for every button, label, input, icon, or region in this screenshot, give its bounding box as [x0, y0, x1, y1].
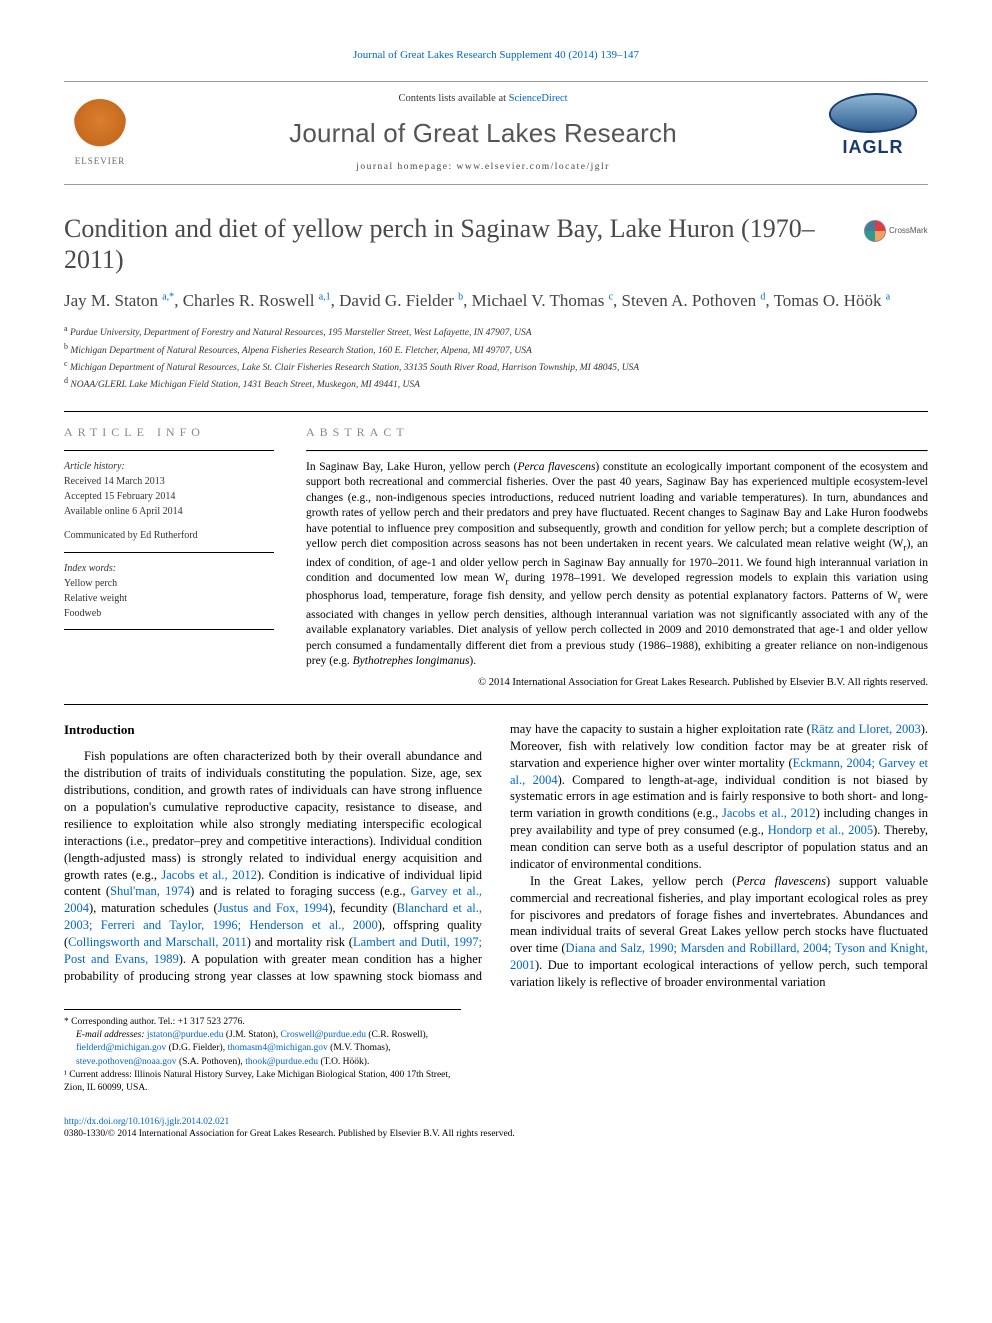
contents-prefix: Contents lists available at [398, 93, 508, 104]
elsevier-logo[interactable]: ELSEVIER [64, 93, 136, 173]
index-words-label: Index words: [64, 561, 274, 576]
abstract-label: abstract [306, 424, 928, 440]
sciencedirect-link[interactable]: ScienceDirect [509, 93, 568, 104]
divider-bottom [64, 704, 928, 705]
body-two-column: Introduction Fish populations are often … [64, 721, 928, 991]
introduction-heading: Introduction [64, 721, 482, 739]
article-history: Article history: Received 14 March 2013 … [64, 459, 274, 519]
index-word-2: Relative weight [64, 591, 274, 606]
elsevier-tree-icon [73, 99, 127, 153]
intro-para-2: In the Great Lakes, yellow perch (Perca … [510, 873, 928, 991]
iaglr-globe-icon [826, 93, 920, 133]
footnotes: * Corresponding author. Tel.: +1 317 523… [64, 1009, 461, 1096]
communicated-by: Communicated by Ed Rutherford [64, 529, 274, 543]
doi-link[interactable]: http://dx.doi.org/10.1016/j.jglr.2014.02… [64, 1117, 229, 1127]
authors-list: Jay M. Staton a,*, Charles R. Roswell a,… [64, 289, 928, 313]
history-online: Available online 6 April 2014 [64, 504, 274, 519]
email-addresses: E-mail addresses: jstaton@purdue.edu (J.… [64, 1029, 461, 1069]
abstract-divider [306, 450, 928, 452]
journal-header: ELSEVIER Contents lists available at Sci… [64, 81, 928, 185]
history-accepted: Accepted 15 February 2014 [64, 489, 274, 504]
index-word-3: Foodweb [64, 606, 274, 621]
journal-header-center: Contents lists available at ScienceDirec… [148, 92, 818, 174]
crossmark-label: CrossMark [889, 226, 928, 237]
page-footer: http://dx.doi.org/10.1016/j.jglr.2014.02… [64, 1116, 928, 1142]
abstract-column: abstract In Saginaw Bay, Lake Huron, yel… [306, 424, 928, 690]
crossmark-badge[interactable]: CrossMark [864, 217, 928, 245]
index-words: Index words: Yellow perch Relative weigh… [64, 561, 274, 621]
index-word-1: Yellow perch [64, 576, 274, 591]
history-label: Article history: [64, 459, 274, 474]
contents-line: Contents lists available at ScienceDirec… [148, 92, 818, 106]
info-divider-3 [64, 629, 274, 630]
footnote-current-address: ¹ Current address: Illinois Natural Hist… [64, 1069, 461, 1096]
journal-title: Journal of Great Lakes Research [148, 116, 818, 151]
elsevier-label: ELSEVIER [75, 155, 126, 167]
abstract-copyright: © 2014 International Association for Gre… [306, 676, 928, 690]
issn-copyright: 0380-1330/© 2014 International Associati… [64, 1128, 928, 1141]
article-info-column: article info Article history: Received 1… [64, 424, 274, 690]
divider-top [64, 411, 928, 412]
article-info-label: article info [64, 424, 274, 440]
abstract-text: In Saginaw Bay, Lake Huron, yellow perch… [306, 460, 928, 670]
top-citation: Journal of Great Lakes Research Suppleme… [64, 48, 928, 63]
article-title: Condition and diet of yellow perch in Sa… [64, 213, 852, 275]
history-received: Received 14 March 2013 [64, 474, 274, 489]
iaglr-logo[interactable]: IAGLR [818, 93, 928, 173]
info-divider-2 [64, 552, 274, 553]
crossmark-icon [864, 220, 886, 242]
top-citation-link[interactable]: Journal of Great Lakes Research Suppleme… [353, 49, 639, 61]
corresponding-author: * Corresponding author. Tel.: +1 317 523… [64, 1016, 461, 1029]
affiliations: a Purdue University, Department of Fores… [64, 323, 928, 393]
journal-homepage: journal homepage: www.elsevier.com/locat… [148, 161, 818, 174]
info-divider-1 [64, 450, 274, 451]
iaglr-text: IAGLR [843, 135, 904, 159]
